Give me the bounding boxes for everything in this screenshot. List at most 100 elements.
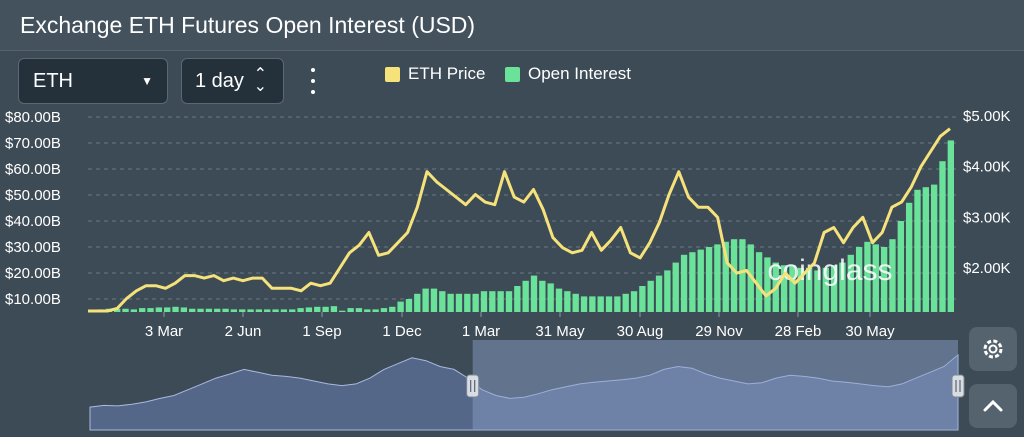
open-interest-bar — [172, 306, 179, 312]
open-interest-bar — [230, 309, 238, 312]
page-title: Exchange ETH Futures Open Interest (USD) — [20, 12, 476, 38]
open-interest-bar — [380, 308, 388, 312]
y-right-tick-label: $5.00K — [963, 108, 1011, 125]
open-interest-bar — [764, 257, 771, 312]
more-vertical-icon[interactable] — [300, 64, 326, 98]
x-tick-label: 1 Dec — [382, 323, 422, 340]
open-interest-bar — [122, 308, 129, 312]
open-interest-bar — [672, 262, 679, 312]
open-interest-bar — [264, 309, 271, 312]
open-interest-bar — [780, 265, 788, 312]
range-navigator[interactable] — [89, 340, 965, 431]
x-tick-label: 30 May — [845, 323, 895, 340]
open-interest-bar — [555, 288, 563, 312]
open-interest-bar — [647, 280, 654, 312]
legend-label-price: ETH Price — [408, 64, 486, 83]
y-left-tick-label: $40.00B — [5, 213, 61, 230]
open-interest-bar — [214, 308, 221, 312]
open-interest-bar — [305, 307, 313, 312]
x-tick-label: 3 Mar — [145, 323, 183, 340]
open-interest-bar — [114, 308, 121, 312]
legend-item-open-interest[interactable]: Open Interest — [505, 64, 631, 84]
legend-item-eth-price[interactable]: ETH Price — [385, 64, 485, 84]
x-tick-label: 1 Mar — [462, 323, 500, 340]
open-interest-bar — [814, 270, 821, 312]
open-interest-bar — [455, 293, 463, 312]
open-interest-bar — [272, 309, 279, 312]
y-left-tick-label: $70.00B — [5, 135, 61, 152]
open-interest-bar — [847, 254, 854, 312]
open-interest-bar — [805, 267, 813, 312]
open-interest-bar — [514, 286, 521, 312]
open-interest-bar — [889, 239, 896, 312]
open-interest-bar — [797, 267, 804, 312]
open-interest-bar — [714, 244, 721, 312]
open-interest-bar — [639, 286, 646, 312]
open-interest-bar — [755, 252, 763, 312]
open-interest-bar — [347, 308, 354, 312]
open-interest-bar — [580, 296, 588, 312]
open-interest-bar — [872, 244, 879, 312]
open-interest-bar — [530, 275, 538, 312]
pause-handle-icon — [951, 374, 965, 398]
coin-select[interactable]: ETH ▼ — [18, 58, 168, 104]
open-interest-bar — [622, 293, 629, 312]
interval-select-value: 1 day — [195, 69, 244, 92]
open-interest-bar — [472, 293, 479, 312]
open-interest-bar — [822, 267, 829, 312]
y-right-tick-label: $3.00K — [963, 209, 1011, 226]
open-interest-bar — [372, 309, 379, 312]
open-interest-bar — [939, 161, 946, 312]
open-interest-bar — [239, 309, 246, 312]
y-left-tick-label: $60.00B — [5, 161, 61, 178]
open-interest-bar — [464, 293, 471, 312]
open-interest-bar — [480, 291, 488, 312]
open-interest-bar — [830, 265, 838, 312]
open-interest-bar — [897, 221, 904, 312]
interval-select[interactable]: 1 day ⌃ ⌄ — [181, 58, 284, 104]
open-interest-bar — [414, 293, 421, 312]
open-interest-bars — [89, 140, 954, 312]
navigator-selected-window — [472, 340, 958, 430]
coinglass-watermark: coinglass — [767, 254, 892, 287]
x-tick-label: 28 Feb — [775, 323, 822, 340]
open-interest-bar — [930, 184, 938, 312]
open-interest-bar — [864, 241, 871, 312]
title-bar: Exchange ETH Futures Open Interest (USD) — [0, 0, 1024, 51]
open-interest-bar — [364, 309, 371, 312]
open-interest-bar — [597, 296, 604, 312]
caret-down-icon: ▼ — [141, 74, 153, 88]
legend-swatch-oi — [505, 66, 520, 82]
x-tick-label: 31 May — [535, 323, 585, 340]
y-left-tick-label: $20.00B — [5, 265, 61, 282]
open-interest-bar — [255, 309, 263, 312]
x-tick-label: 30 Aug — [617, 323, 664, 340]
eth-price-line — [88, 127, 951, 313]
chevron-up-icon — [983, 399, 1003, 412]
open-interest-bar — [655, 275, 663, 312]
open-interest-bar — [405, 299, 413, 312]
open-interest-bar — [605, 296, 613, 312]
open-interest-bar — [705, 247, 713, 312]
open-interest-bar — [680, 254, 688, 312]
left-axis-ticks: $10.00B $20.00B $30.00B $40.00B $50.00B $60.0… — [5, 109, 61, 308]
open-interest-bar — [855, 247, 863, 312]
open-interest-bar — [572, 293, 579, 312]
open-interest-bar — [430, 288, 438, 312]
open-interest-bar — [839, 262, 846, 312]
open-interest-bar — [297, 308, 304, 312]
x-tick-label: 1 Sep — [302, 323, 341, 340]
y-left-tick-label: $30.00B — [5, 239, 61, 256]
open-interest-bar — [589, 296, 596, 312]
open-interest-bar — [180, 307, 188, 312]
open-interest-bar — [447, 293, 454, 312]
eth-price-line-path — [88, 127, 951, 313]
settings-button[interactable] — [969, 327, 1017, 371]
collapse-button[interactable] — [969, 384, 1017, 428]
open-interest-bar — [697, 249, 704, 312]
open-interest-bar — [922, 187, 929, 312]
settings-icon — [983, 339, 1003, 359]
open-interest-bar — [439, 291, 446, 312]
up-down-chevron-icon: ⌃ ⌄ — [253, 66, 267, 95]
